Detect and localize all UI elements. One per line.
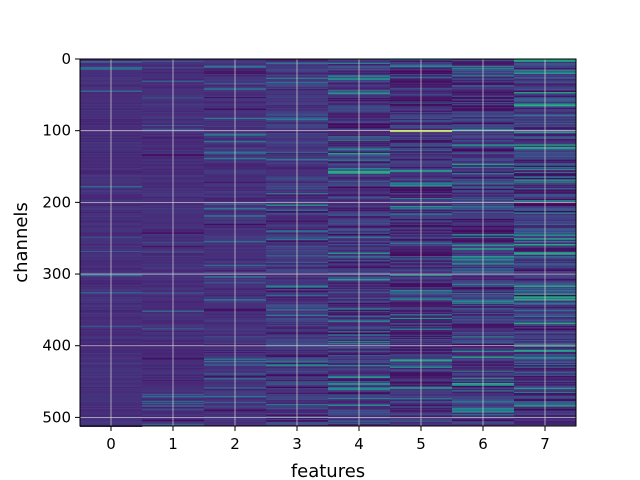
heatmap-cells <box>80 59 577 428</box>
x-tick-label-0: 0 <box>106 435 116 453</box>
y-tick-label-300: 300 <box>42 265 71 283</box>
x-tick-label-5: 5 <box>416 435 426 453</box>
y-tick-label-200: 200 <box>42 193 71 211</box>
x-tick-label-3: 3 <box>292 435 302 453</box>
y-axis-ticks: 0 100 200 300 400 500 <box>42 50 80 426</box>
x-tick-label-6: 6 <box>478 435 488 453</box>
x-axis-label: features <box>291 461 365 480</box>
y-axis-label: channels <box>11 202 32 283</box>
plot-frame <box>79 58 577 427</box>
x-tick-label-2: 2 <box>230 435 240 453</box>
y-tick-label-100: 100 <box>42 122 71 140</box>
x-tick-label-4: 4 <box>354 435 364 453</box>
y-tick-label-0: 0 <box>61 50 71 68</box>
x-tick-label-7: 7 <box>540 435 550 453</box>
y-tick-label-400: 400 <box>42 337 71 355</box>
y-tick-label-500: 500 <box>42 408 71 426</box>
x-axis-ticks: 0 1 2 3 4 5 6 7 <box>106 426 550 453</box>
x-tick-label-1: 1 <box>168 435 178 453</box>
